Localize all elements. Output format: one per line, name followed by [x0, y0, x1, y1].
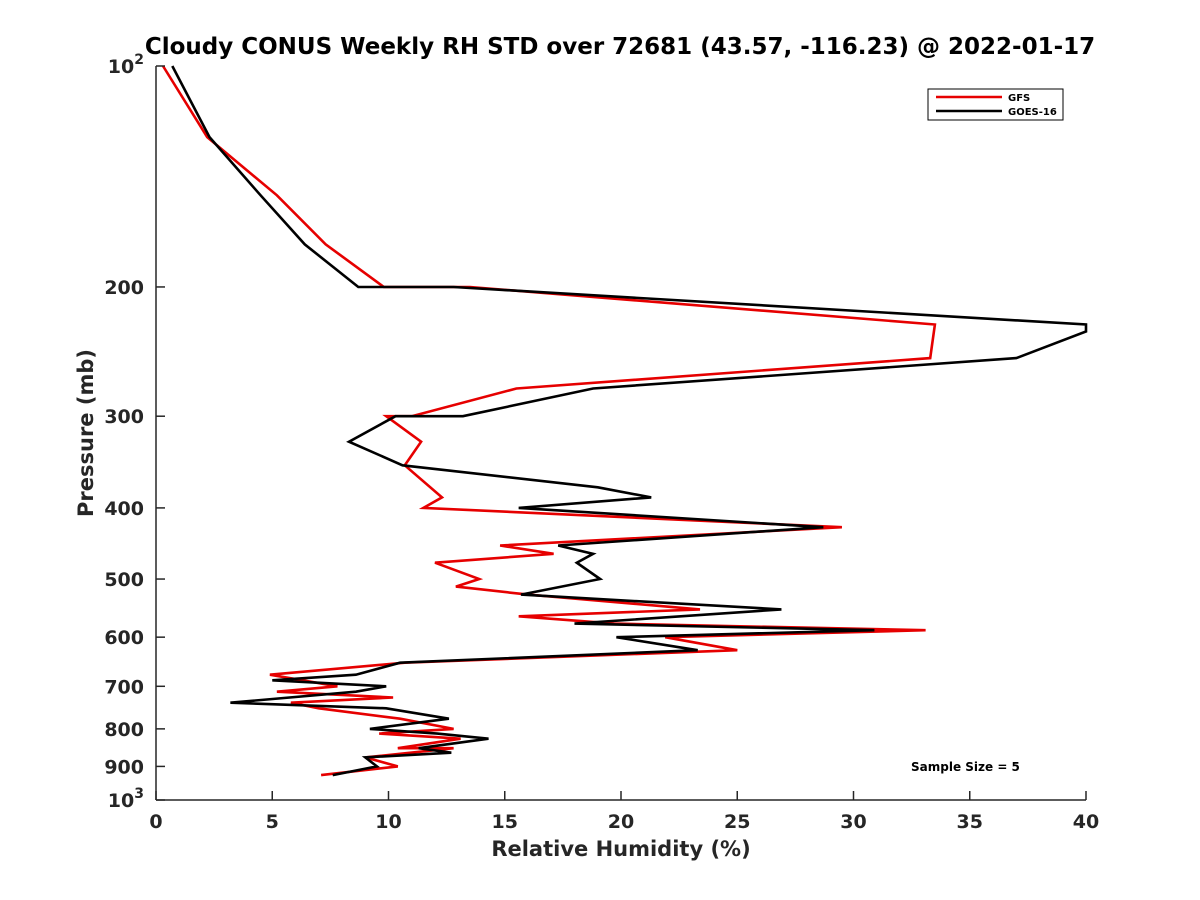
- y-tick-label-base: 800: [104, 719, 144, 741]
- y-tick-label-base: 10: [108, 790, 134, 812]
- series-layer: [161, 65, 1088, 777]
- y-tick-label-base: 700: [104, 676, 144, 698]
- y-tick-label-base: 200: [104, 277, 144, 299]
- x-tick-label: 10: [375, 811, 401, 833]
- y-tick-label: 200: [104, 277, 144, 299]
- x-tick-label: 35: [957, 811, 983, 833]
- y-tick-label: 700: [104, 676, 144, 698]
- x-tick-label: 25: [724, 811, 750, 833]
- y-tick-label-exponent: 3: [134, 786, 144, 802]
- y-tick-label-base: 500: [104, 569, 144, 591]
- x-tick-label: 5: [266, 811, 279, 833]
- y-axis-label: Pressure (mb): [74, 349, 98, 517]
- x-tick-label: 20: [608, 811, 634, 833]
- y-tick-label: 103: [108, 786, 144, 812]
- y-tick-label-base: 900: [104, 756, 144, 778]
- legend-label: GOES-16: [1008, 107, 1057, 118]
- y-tick-label: 900: [104, 756, 144, 778]
- legend-label: GFS: [1008, 93, 1030, 104]
- y-tick-label: 500: [104, 569, 144, 591]
- y-tick-label-base: 10: [108, 56, 134, 78]
- legend-box: [927, 88, 1064, 121]
- x-ticks: 0 5 10 15 20 25 30 35 40: [149, 791, 1099, 833]
- y-tick-label: 600: [104, 627, 144, 649]
- x-tick-label: 40: [1073, 811, 1099, 833]
- legend: GFS GOES-16: [927, 88, 1064, 121]
- x-axis-label: Relative Humidity (%): [491, 837, 750, 861]
- y-tick-label-base: 300: [104, 406, 144, 428]
- y-tick-label: 400: [104, 498, 144, 520]
- x-tick-label: 15: [492, 811, 518, 833]
- x-tick-label: 0: [149, 811, 162, 833]
- y-tick-label: 102: [108, 52, 144, 78]
- series-line-goes-16: [171, 65, 1088, 777]
- y-tick-label-exponent: 2: [134, 52, 144, 68]
- chart-title: Cloudy CONUS Weekly RH STD over 72681 (4…: [145, 34, 1095, 60]
- y-tick-label: 800: [104, 719, 144, 741]
- y-tick-label: 300: [104, 406, 144, 428]
- x-tick-label: 30: [840, 811, 866, 833]
- y-tick-label-base: 600: [104, 627, 144, 649]
- series-line-gfs: [161, 65, 937, 777]
- y-tick-label-base: 400: [104, 498, 144, 520]
- sample-size-annotation: Sample Size = 5: [911, 760, 1020, 774]
